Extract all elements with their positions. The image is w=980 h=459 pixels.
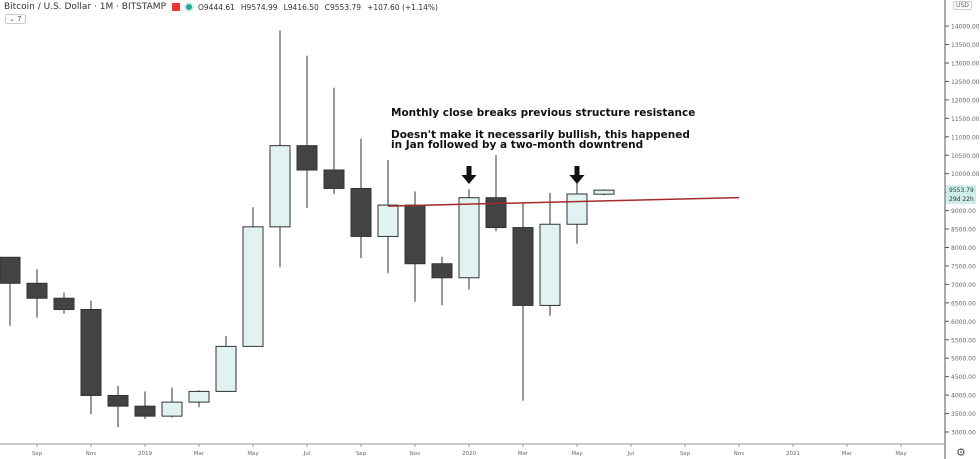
candle-body xyxy=(566,193,588,225)
candle-body xyxy=(0,256,21,284)
candle-body xyxy=(53,297,75,310)
y-tick-label: 4000.00 xyxy=(951,393,976,400)
ohlc-change: +107.60 (+1.14%) xyxy=(367,2,438,12)
candle-body xyxy=(431,263,453,279)
candle-body xyxy=(512,227,534,306)
ohlc-close: C9553.79 xyxy=(324,2,362,12)
y-tick-label: 7500.00 xyxy=(951,263,976,270)
y-tick-label: 7000.00 xyxy=(951,282,976,289)
x-tick-label: 2020 xyxy=(462,451,476,457)
y-tick-label: 10000.00 xyxy=(951,171,980,178)
candle-body xyxy=(242,226,264,347)
candle-body xyxy=(269,145,291,228)
resistance-line xyxy=(387,196,740,207)
y-tick-label: 9000.00 xyxy=(951,208,976,215)
y-tick-label: 5500.00 xyxy=(951,337,976,344)
ohlc-open: O9444.61 xyxy=(198,2,235,12)
candle-body xyxy=(215,345,237,392)
candle-body xyxy=(458,197,480,279)
y-tick-label: 3000.00 xyxy=(951,430,976,437)
x-tick-label: Mar xyxy=(194,451,205,457)
candle-body xyxy=(377,204,399,237)
y-tick-label: 12500.00 xyxy=(951,79,980,86)
x-tick-label: Mar xyxy=(842,451,853,457)
x-tick-label: 2021 xyxy=(786,451,800,457)
candle-body xyxy=(539,223,561,306)
indicators-collapse-button[interactable]: ⌄ 7 xyxy=(5,14,26,24)
y-tick-label: 11000.00 xyxy=(951,134,980,141)
y-tick-label: 14000.00 xyxy=(951,24,980,31)
currency-label[interactable]: USD xyxy=(953,1,972,10)
x-tick-label: Sep xyxy=(356,451,367,457)
candle-body xyxy=(404,204,426,265)
annotation-line3: in Jan followed by a two-month downtrend xyxy=(391,139,643,151)
x-tick-label: Mar xyxy=(518,451,529,457)
y-tick-label: 5000.00 xyxy=(951,356,976,363)
arrow-down-icon xyxy=(461,166,477,184)
candle-body xyxy=(161,401,183,417)
x-tick-label: May xyxy=(895,451,907,457)
x-tick-label: Sep xyxy=(32,451,43,457)
candle-body xyxy=(107,394,129,407)
annotation-line1: Monthly close breaks previous structure … xyxy=(391,107,695,119)
flag-icon[interactable] xyxy=(172,3,180,11)
x-tick-label: May xyxy=(247,451,259,457)
candle-body xyxy=(26,282,48,299)
y-tick-label: 8500.00 xyxy=(951,227,976,234)
x-tick-label: Nov xyxy=(86,451,97,457)
y-tick-label: 6500.00 xyxy=(951,300,976,307)
x-tick-label: 2019 xyxy=(138,451,152,457)
y-tick-label: 6000.00 xyxy=(951,319,976,326)
y-tick-label: 3500.00 xyxy=(951,411,976,418)
candle-body xyxy=(350,187,372,237)
x-tick-label: Nov xyxy=(734,451,745,457)
candle-body xyxy=(80,308,102,396)
gear-icon[interactable]: ⚙ xyxy=(956,446,966,459)
annotation-line2: Doesn't make it necessarily bullish, thi… xyxy=(391,129,690,141)
x-tick-label: Sep xyxy=(680,451,691,457)
x-tick-label: May xyxy=(571,451,583,457)
ohlc-high: H9574.99 xyxy=(240,2,278,12)
x-tick-label: Nov xyxy=(410,451,421,457)
y-tick-label: 12000.00 xyxy=(951,97,980,104)
y-tick-label: 11500.00 xyxy=(951,116,980,123)
last-price-tag xyxy=(946,185,976,205)
arrow-down-icon xyxy=(569,166,585,184)
candle-body xyxy=(593,189,615,195)
x-tick-label: Jul xyxy=(627,451,635,457)
symbol-title[interactable]: Bitcoin / U.S. Dollar · 1M · BITSTAMP xyxy=(4,2,166,12)
y-tick-label: 13500.00 xyxy=(951,42,980,49)
market-status-icon xyxy=(186,4,192,10)
countdown-label: 29d 22h xyxy=(949,196,974,203)
y-tick-label: 10500.00 xyxy=(951,153,980,160)
candle-body xyxy=(323,169,345,189)
last-price-label: 9553.79 xyxy=(949,187,974,194)
candle-body xyxy=(485,197,507,229)
candle-body xyxy=(296,145,318,171)
x-tick-label: Jul xyxy=(303,451,311,457)
candle-body xyxy=(134,405,156,417)
ohlc-low: L9416.50 xyxy=(283,2,319,12)
candle-body xyxy=(188,390,210,403)
symbol-header: Bitcoin / U.S. Dollar · 1M · BITSTAMP O9… xyxy=(4,2,438,12)
y-tick-label: 13000.00 xyxy=(951,61,980,68)
y-tick-label: 4500.00 xyxy=(951,374,976,381)
y-tick-label: 8000.00 xyxy=(951,245,976,252)
